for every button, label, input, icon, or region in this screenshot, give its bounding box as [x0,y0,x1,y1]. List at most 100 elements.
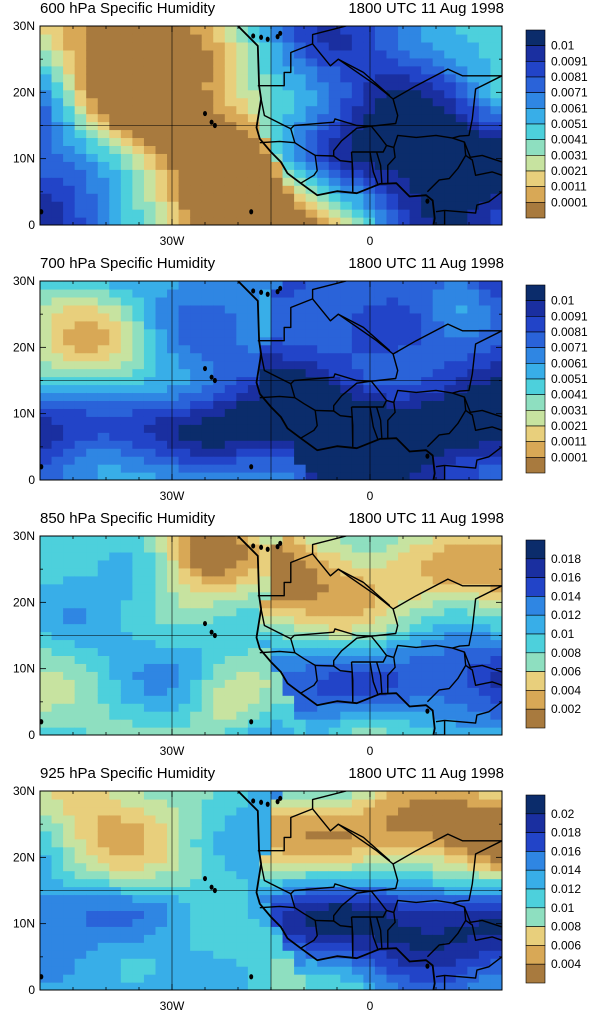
field-cell [74,639,87,649]
field-cell [224,902,237,911]
colorbar-box [525,76,546,93]
field-cell [432,217,445,225]
field-cell [178,26,191,35]
field-cell [63,472,76,480]
field-cell [213,575,226,585]
field-cell [259,113,272,123]
field-cell [224,711,237,720]
field-cell [432,623,445,633]
field-cell [271,281,284,290]
field-cell [363,934,376,943]
field-cell [259,791,272,800]
field-cell [247,201,261,210]
field-cell [132,352,145,362]
field-cell [282,57,295,67]
field-cell [86,814,99,824]
field-cell [51,822,64,832]
field-cell [259,870,272,880]
field-cell [467,304,480,314]
field-cell [40,169,53,178]
border-line [463,396,502,418]
field-cell [224,591,237,601]
field-cell [97,639,110,649]
field-cell [294,854,307,864]
field-cell [294,687,307,696]
field-cell [97,679,110,688]
field-cell [398,854,411,864]
field-cell [271,177,284,186]
field-cell [432,129,445,139]
y-tick-label: 30N [13,529,35,543]
field-cell [328,129,341,139]
field-cell [421,639,434,649]
field-cell [398,663,411,672]
field-cell [271,472,284,480]
field-cell [247,862,261,872]
field-cell [317,288,330,298]
field-cell [236,727,249,735]
field-cell [97,344,110,354]
colorbar-box [525,963,546,984]
field-cell [155,26,168,35]
field-cell [317,934,330,943]
field-cell [467,177,480,186]
field-cell [74,615,87,625]
field-cell [201,838,214,848]
field-cell [374,281,388,282]
field-cell [178,671,191,680]
field-cell [294,456,307,465]
field-cell [317,862,330,872]
field-cell [213,583,226,593]
field-cell [86,966,99,975]
field-cell [155,57,168,67]
field-cell [247,687,261,696]
field-cell [271,830,284,840]
field-cell [143,958,157,967]
field-cell [143,432,157,441]
field-cell [74,567,87,577]
field-cell [247,559,261,569]
field-cell [409,647,422,656]
field-cell [74,352,87,362]
field-cell [201,639,214,649]
field-cell [178,185,191,194]
field-cell [444,41,457,51]
field-cell [398,424,411,433]
field-cell [40,328,53,338]
field-cell [167,559,180,569]
field-cell [386,647,399,656]
field-cell [51,902,64,911]
field-cell [155,599,168,609]
field-cell [305,217,318,225]
field-cell [271,926,284,935]
panel-timestamp: 1800 UTC 11 Aug 1998 [348,0,504,17]
field-cell [97,862,110,872]
field-cell [51,400,64,409]
field-cell [63,846,76,856]
field-cell [490,663,502,672]
field-cell [271,878,284,888]
field-cell [74,177,87,186]
field-cell [271,791,284,800]
island [249,209,254,215]
field-cell [467,711,480,720]
field-cell [247,456,261,465]
field-cell [432,288,445,298]
field-cell [40,281,53,290]
field-cell [478,81,492,91]
field-cell [271,432,284,441]
field-cell [305,974,318,983]
border-line [294,652,318,694]
field-cell [455,918,468,927]
field-cell [421,791,434,800]
field-cell [294,966,307,975]
field-cell [374,982,388,990]
field-cell [271,304,284,314]
field-cell [97,137,110,146]
field-cell [421,105,434,115]
field-cell [432,647,445,656]
field-cell [178,846,191,856]
field-cell [155,129,168,139]
field-cell [409,798,422,808]
field-cell [455,942,468,951]
